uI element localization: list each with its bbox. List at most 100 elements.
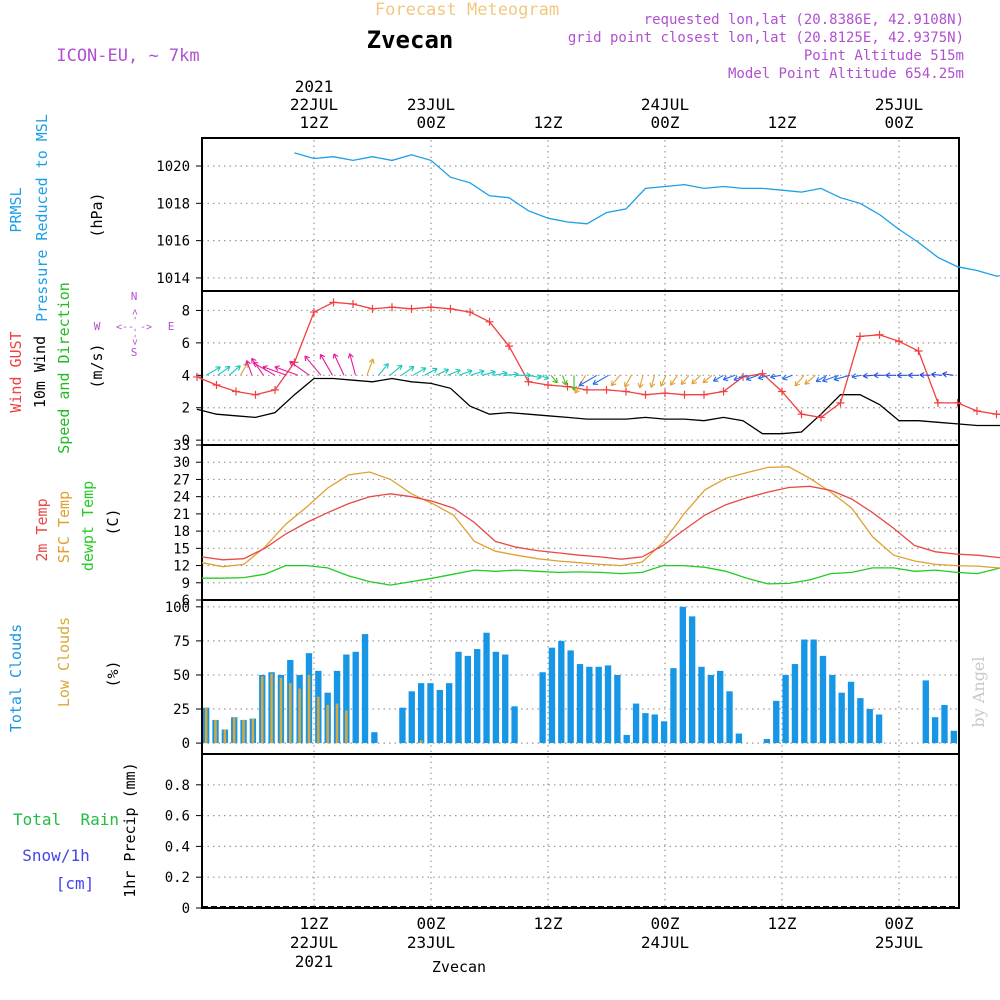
top-date-label-1: 23JUL [407, 95, 455, 114]
total-cloud-bar [726, 691, 733, 744]
pressure-ytick-label-2: 1018 [156, 196, 190, 212]
total-cloud-bar [539, 672, 546, 744]
wind-arrow-head [670, 380, 676, 386]
wind-arrow [251, 358, 264, 376]
wind-arrow [349, 353, 357, 376]
total-cloud-bar [464, 655, 472, 744]
bottom-hour-label-0: 12Z [300, 914, 329, 933]
gust-marker [758, 369, 767, 378]
gust-marker [583, 385, 591, 394]
total-cloud-bar [352, 651, 359, 744]
wind-arrow [578, 374, 598, 387]
wind-arrow-head [691, 378, 697, 385]
low-cloud-bar [223, 729, 227, 744]
gust-marker [212, 381, 221, 390]
wind-arrow [412, 367, 427, 376]
wind-arrow-head [833, 375, 839, 382]
temp-unit-label: (C) [104, 508, 122, 535]
wind-10m-label: 10m Wind [31, 336, 49, 408]
wind-arrow [550, 374, 558, 384]
wind-ytick-label-1: 2 [182, 401, 190, 417]
total-cloud-bar [875, 714, 883, 744]
gust-marker [446, 304, 455, 313]
low-cloud-bar [289, 683, 292, 744]
wind-arrow [851, 374, 862, 378]
bottom-date-label-5: 25JUL [875, 933, 923, 952]
total-cloud-bar [502, 654, 509, 744]
header-point-altitude: Point Altitude 515m [804, 48, 964, 64]
gust-marker [563, 382, 572, 391]
footer-location: Zvecan [432, 958, 486, 976]
compass-north: N [131, 290, 138, 303]
total-cloud-bar [445, 683, 453, 744]
total-cloud-bar [511, 706, 518, 744]
wind-arrow-head [942, 371, 948, 378]
gust-marker [934, 398, 942, 407]
temperature-ytick-label-7: 27 [173, 472, 190, 488]
total-cloud-bar [567, 650, 574, 744]
total-cloud-bar [660, 721, 668, 744]
bottom-date-label-1: 23JUL [407, 933, 455, 952]
total-cloud-bar [782, 674, 789, 744]
temperature-ytick-label-6: 24 [173, 490, 190, 506]
wind-arrow [660, 375, 667, 387]
wind-arrow-head [931, 371, 937, 378]
pressure-unit-label: (hPa) [88, 192, 106, 237]
total-cloud-bar [586, 666, 593, 744]
pressure-ytick-label-0: 1014 [156, 271, 190, 287]
total-cloud-bar [558, 640, 565, 744]
wind-arrow-head [252, 362, 259, 368]
wind-arrow [504, 373, 519, 376]
header-model-altitude: Model Point Altitude 654.25m [728, 66, 964, 82]
gust-marker [388, 303, 396, 312]
wind-arrow [639, 375, 644, 388]
wind-arrow [746, 374, 759, 381]
gust-marker [232, 387, 240, 396]
total-cloud-bar [688, 616, 696, 744]
wind-arrow-head [235, 365, 241, 371]
gust-marker [661, 389, 669, 398]
wind-arrow [539, 374, 549, 380]
sfc-temp-line [201, 466, 1000, 569]
pressure-label-msl: Pressure Reduced to MSL [33, 114, 51, 322]
bottom-hour-label-1: 00Z [417, 914, 446, 933]
total-cloud-bar [632, 703, 640, 744]
low-cloud-bar [419, 740, 423, 744]
wind-arrow-head [408, 366, 415, 372]
wind-arrow-head [908, 372, 913, 379]
gust-marker [193, 372, 201, 381]
wind-arrow [782, 374, 793, 380]
total-cloud-bar [819, 655, 827, 744]
wind-arrow-head [432, 367, 438, 374]
wind-arrow [561, 375, 567, 386]
gust-marker [271, 385, 279, 394]
total-cloud-bar [343, 654, 350, 744]
gust-marker [427, 303, 435, 312]
gust-marker [310, 308, 318, 317]
total-cloud-bar [801, 639, 808, 744]
total-cloud-bar [642, 713, 649, 744]
compass-south: S [131, 346, 138, 359]
wind-arrow [378, 363, 389, 376]
wind-arrow-head [561, 379, 568, 386]
wind-arrow [304, 355, 322, 376]
compass-horizontal: <-- -> [116, 322, 152, 333]
wind-unit-label: (m/s) [88, 343, 106, 388]
total-cloud-bar [950, 730, 957, 744]
total-cloud-bar [773, 700, 780, 744]
wind-arrow [274, 366, 299, 376]
dewpt-temp-line [201, 564, 1000, 586]
gust-marker [524, 377, 533, 386]
low-cloud-bar [279, 677, 283, 744]
header-requested: requested lon,lat (20.8386E, 42.9108N) [644, 12, 964, 28]
wind-arrow-head [851, 373, 857, 380]
wind-ytick-label-0: 0 [182, 433, 190, 449]
compass-east: E [168, 320, 175, 333]
temperature-ytick-label-3: 15 [173, 541, 190, 557]
gust-marker [817, 413, 825, 422]
gust-marker [251, 390, 260, 399]
wind-arrow [680, 374, 690, 385]
precip-panel-frame [201, 753, 960, 909]
clouds-ytick-label-3: 75 [173, 634, 190, 650]
